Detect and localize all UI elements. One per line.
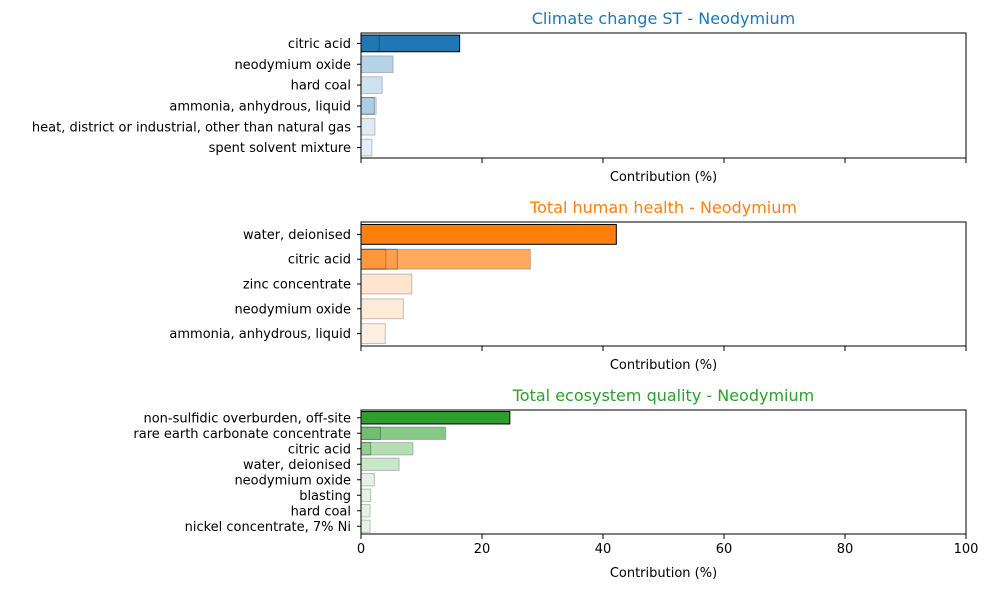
y-tick-label: ammonia, anhydrous, liquid xyxy=(169,99,351,114)
y-tick-label: blasting xyxy=(299,489,351,504)
y-tick-label: neodymium oxide xyxy=(234,58,351,73)
y-tick-label: neodymium oxide xyxy=(234,473,351,488)
bar xyxy=(360,473,375,487)
y-tick-label: zinc concentrate xyxy=(243,278,351,293)
chart-panel-1: Climate change ST - Neodymium citric acid… xyxy=(32,9,967,185)
y-tick-label: water, deionised xyxy=(243,228,351,243)
x-tick-label: 80 xyxy=(837,542,854,557)
x-tick-label: 100 xyxy=(954,542,979,557)
y-tick-label: neodymium oxide xyxy=(234,302,351,317)
bar-segment xyxy=(360,248,398,270)
bar-segment xyxy=(360,97,375,115)
y-tick-label: non-sulfidic overburden, off-site xyxy=(143,411,351,426)
chart-title: Total human health - Neodymium xyxy=(529,198,797,217)
y-tick-label: hard coal xyxy=(291,504,351,519)
x-tick-label: 20 xyxy=(474,542,491,557)
bar xyxy=(360,76,383,94)
bar xyxy=(360,298,404,320)
bar xyxy=(360,117,376,136)
bar xyxy=(360,488,372,502)
bar xyxy=(360,55,394,74)
plot-frame xyxy=(360,32,967,159)
bar xyxy=(360,411,511,425)
x-tick-label: 0 xyxy=(357,542,365,557)
x-tick-label: 40 xyxy=(595,542,612,557)
x-axis-label: Contribution (%) xyxy=(610,566,717,581)
y-tick-label: water, deionised xyxy=(243,458,351,473)
x-tick-label: 60 xyxy=(716,542,733,557)
bar-segment xyxy=(360,442,372,456)
bar xyxy=(360,273,413,295)
y-tick-label: citric acid xyxy=(288,442,351,457)
y-tick-label: citric acid xyxy=(288,37,351,52)
bar xyxy=(360,138,373,157)
chart-panel-2: Total human health - Neodymium water, dei… xyxy=(169,198,967,373)
bar xyxy=(360,223,617,245)
y-tick-label: ammonia, anhydrous, liquid xyxy=(169,327,351,342)
y-tick-label: rare earth carbonate concentrate xyxy=(133,427,351,442)
bar-segment xyxy=(360,426,381,440)
plot-frame xyxy=(360,221,967,347)
y-tick-label: heat, district or industrial, other than… xyxy=(32,120,351,135)
bar-segment xyxy=(360,34,380,53)
bar xyxy=(360,519,371,533)
chart-title: Total ecosystem quality - Neodymium xyxy=(512,386,814,405)
y-tick-label: nickel concentrate, 7% Ni xyxy=(185,520,351,535)
plot-frame xyxy=(360,409,967,535)
y-tick-label: spent solvent mixture xyxy=(209,141,351,156)
chart-title: Climate change ST - Neodymium xyxy=(532,9,795,28)
y-tick-label: hard coal xyxy=(291,79,351,94)
chart-panel-3: Total ecosystem quality - Neodymium non-s… xyxy=(133,386,978,581)
y-tick-label: citric acid xyxy=(288,253,351,268)
x-axis-label: Contribution (%) xyxy=(610,358,717,373)
bar xyxy=(360,504,371,518)
bar xyxy=(360,457,400,471)
x-axis-label: Contribution (%) xyxy=(610,170,717,185)
bar xyxy=(360,323,386,345)
